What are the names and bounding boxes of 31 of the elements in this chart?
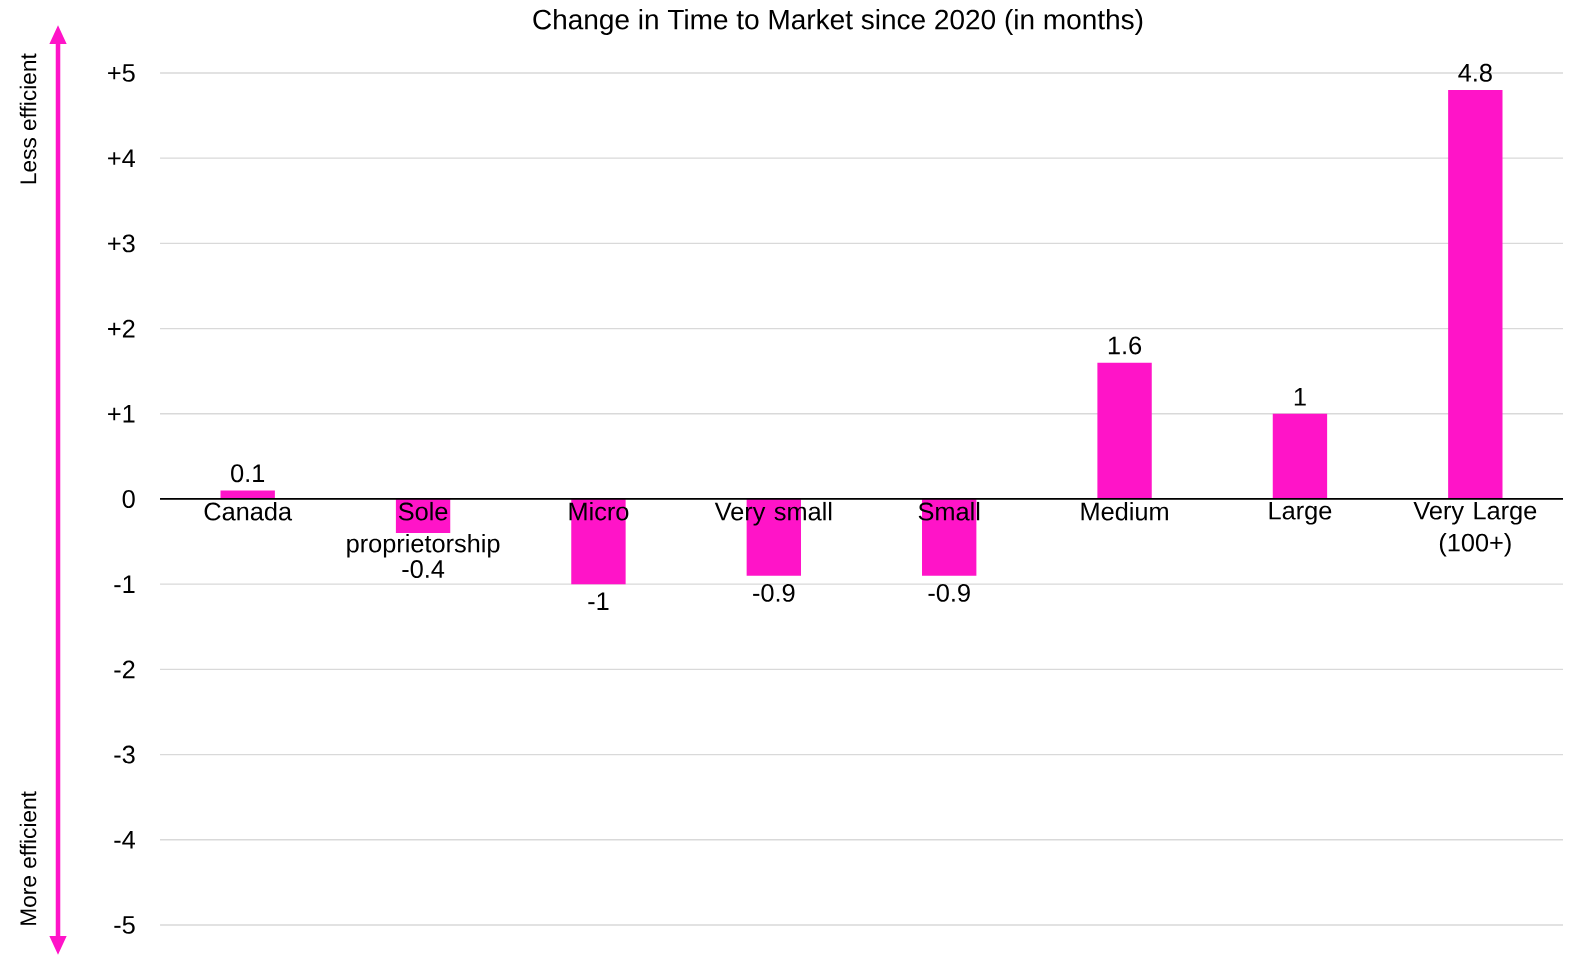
y-tick-label: -4 [114,831,135,849]
y-tick-label: +1 [108,405,135,423]
y-tick-label: +4 [108,149,135,167]
data-label: -0.9 [928,583,970,602]
data-label: 4.8 [1458,63,1492,82]
x-tick-label: Very Large (100+) [1413,501,1537,557]
y-tick-label: +3 [108,234,135,253]
data-label: -1 [588,592,609,610]
y-tick-label: -1 [114,575,135,593]
x-tick-label: Medium [1081,501,1168,521]
x-tick-label: Canada [204,501,293,521]
y-tick-label: -5 [114,916,135,934]
bar [1272,413,1328,499]
bar [1097,362,1152,499]
bar [1448,90,1503,499]
data-label: -0.9 [753,583,795,602]
y-tick-label: 0 [122,490,135,508]
y-tick-label: +2 [108,319,135,338]
text: More efficient [19,791,37,925]
data-label: 1.6 [1108,336,1142,355]
text: Less efficient [19,53,37,184]
chart-title: Change in Time to Market since 2020 (in months) [533,8,1143,36]
x-tick-label: Sole proprietorship [347,501,500,558]
x-tick-label: Large [1269,501,1332,525]
data-label: -0.4 [402,560,445,579]
data-label: 0.1 [231,464,265,483]
y-tick-label: -2 [114,660,135,679]
y-tick-label: -3 [114,745,135,764]
bar [220,490,275,499]
y-tick-label: +5 [108,64,135,82]
data-label: 1 [1294,388,1306,406]
